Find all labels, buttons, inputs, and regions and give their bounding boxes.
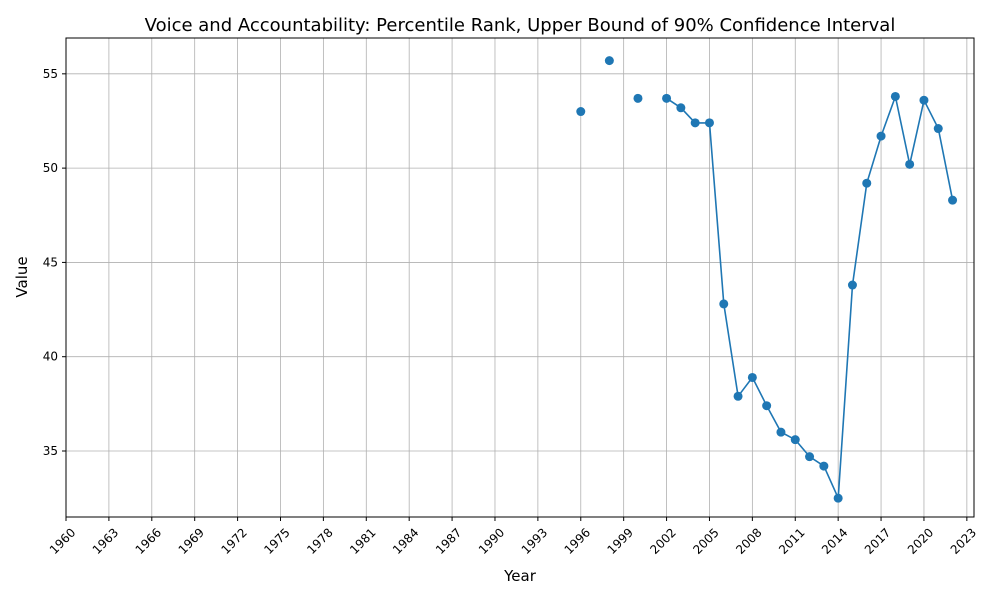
data-point	[776, 427, 786, 437]
y-tick-label: 55	[43, 67, 58, 81]
data-point	[805, 452, 815, 462]
x-axis-label: Year	[503, 567, 537, 585]
chart-title: Voice and Accountability: Percentile Ran…	[145, 15, 896, 36]
data-point	[919, 95, 929, 105]
y-axis-label: Value	[13, 256, 31, 297]
data-point	[933, 124, 943, 134]
data-point	[819, 461, 829, 471]
data-point	[633, 93, 643, 103]
x-tick-label: 1972	[218, 525, 249, 556]
data-point	[948, 195, 958, 205]
x-tick-label: 2011	[776, 525, 807, 556]
x-tick-label: 1960	[47, 525, 78, 556]
x-tick-label: 2014	[819, 525, 850, 556]
x-tick-label: 2002	[647, 525, 678, 556]
x-tick-label: 1990	[476, 525, 507, 556]
series-points	[576, 56, 958, 503]
data-point	[790, 435, 800, 445]
y-tick-label: 45	[43, 255, 58, 269]
x-tick-label: 1975	[261, 525, 292, 556]
x-tick-label: 1987	[433, 525, 464, 556]
grid-lines	[65, 38, 974, 517]
data-point	[890, 91, 900, 101]
data-point	[604, 56, 614, 66]
data-point	[762, 401, 772, 411]
x-tick-label: 2005	[690, 525, 721, 556]
data-point	[862, 178, 872, 188]
data-point	[662, 93, 672, 103]
data-point	[905, 159, 915, 169]
x-tick-label: 1996	[562, 525, 593, 556]
y-tick-label: 40	[43, 350, 58, 364]
x-tick-label: 1981	[347, 525, 378, 556]
x-tick-label: 1969	[176, 525, 207, 556]
x-tick-label: 1984	[390, 525, 421, 556]
plot-frame	[65, 37, 975, 518]
data-point	[733, 391, 743, 401]
y-tick-label: 35	[43, 444, 58, 458]
data-point	[747, 372, 757, 382]
y-tick-label: 50	[43, 161, 58, 175]
data-point	[676, 103, 686, 113]
x-tick-label: 2023	[948, 525, 979, 556]
x-tick-label: 2008	[733, 525, 764, 556]
data-point	[690, 118, 700, 128]
data-point	[719, 299, 729, 309]
x-tick-label: 1999	[605, 525, 636, 556]
x-tick-label: 2017	[862, 525, 893, 556]
x-tick-label: 1978	[304, 525, 335, 556]
x-tick-label: 1966	[133, 525, 164, 556]
x-tick-label: 1993	[519, 525, 550, 556]
x-tick-label: 2020	[905, 525, 936, 556]
data-point	[876, 131, 886, 141]
data-point	[704, 118, 714, 128]
data-point	[833, 493, 843, 503]
x-tick-label: 1963	[90, 525, 121, 556]
data-point	[847, 280, 857, 290]
data-point	[576, 107, 586, 117]
